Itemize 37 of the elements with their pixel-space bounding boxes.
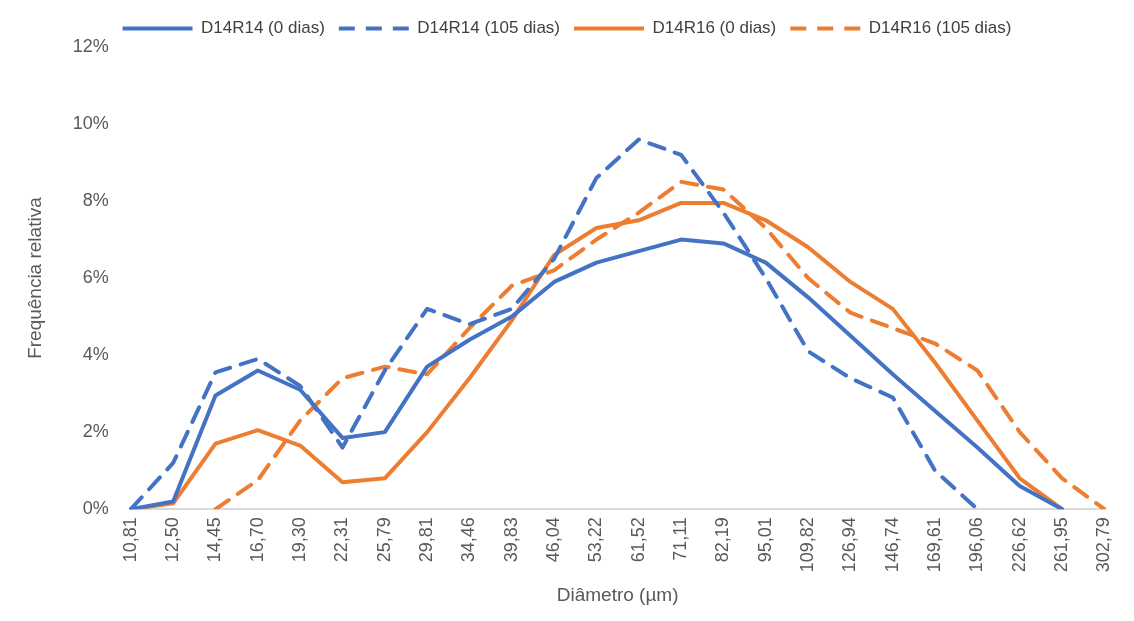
y-tick-label: 4% (82, 344, 109, 365)
x-tick-label: 226,62 (1008, 517, 1029, 573)
x-tick-label: 16,70 (246, 517, 267, 563)
x-tick-label: 19,30 (289, 517, 310, 563)
x-tick-label: 10,81 (119, 517, 140, 563)
y-tick-label: 12% (72, 35, 109, 56)
legend-label: D14R14 (105 dias) (417, 18, 561, 38)
legend-label: D14R16 (0 dias) (652, 18, 777, 38)
x-tick-label: 109,82 (797, 517, 818, 573)
x-tick-label: 196,06 (966, 517, 987, 573)
y-tick-label: 10% (72, 112, 109, 133)
x-tick-label: 169,61 (924, 517, 945, 573)
x-tick-label: 61,52 (627, 517, 648, 563)
x-tick-label: 34,46 (458, 517, 479, 563)
x-tick-label: 29,81 (416, 517, 437, 563)
legend-label: D14R16 (105 dias) (868, 18, 1012, 38)
x-tick-label: 39,83 (500, 517, 521, 563)
x-tick-label: 25,79 (373, 517, 394, 563)
x-tick-label: 22,31 (331, 517, 352, 563)
x-tick-label: 12,50 (162, 517, 183, 563)
y-axis-title: Frequência relativa (23, 196, 45, 359)
y-tick-label: 8% (82, 190, 109, 211)
x-tick-label: 261,95 (1051, 517, 1072, 573)
legend-label: D14R14 (0 dias) (201, 18, 325, 38)
y-tick-label: 2% (82, 421, 109, 442)
x-tick-label: 71,11 (670, 517, 691, 561)
x-axis-title: Diâmetro (µm) (556, 583, 679, 605)
y-tick-label: 0% (82, 498, 109, 519)
x-tick-label: 126,94 (839, 517, 860, 573)
x-tick-label: 82,19 (712, 517, 733, 563)
x-tick-label: 53,22 (585, 517, 606, 563)
x-tick-label: 14,45 (204, 517, 225, 563)
x-tick-label: 95,01 (754, 517, 775, 563)
x-tick-label: 146,74 (881, 517, 902, 573)
y-tick-label: 6% (82, 267, 109, 288)
x-tick-label: 46,04 (543, 517, 564, 563)
x-tick-label: 302,79 (1093, 517, 1114, 573)
